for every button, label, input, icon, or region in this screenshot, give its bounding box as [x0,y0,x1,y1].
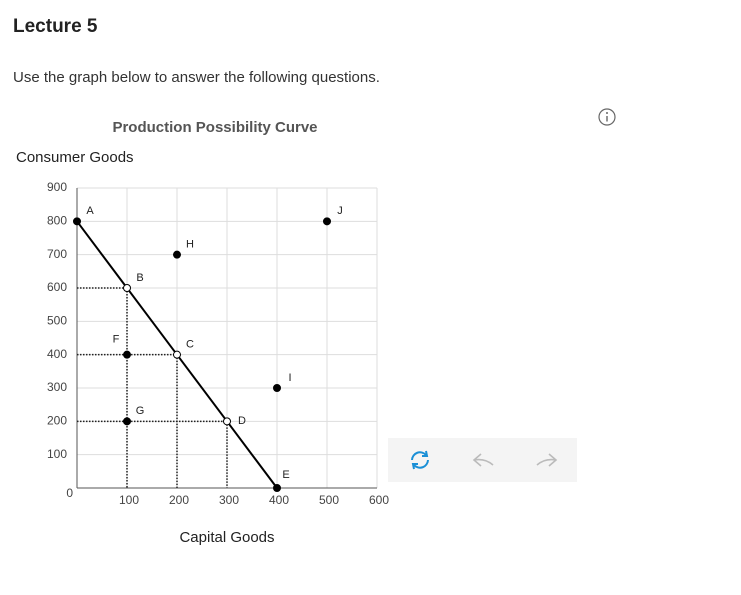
info-icon [598,108,616,126]
point [273,384,281,392]
info-button[interactable] [598,108,616,126]
y-tick-label: 200 [47,414,67,428]
point [73,217,81,226]
point-label: A [86,205,94,217]
y-tick-label: 900 [47,180,67,194]
point-label: D [238,415,246,427]
redo-button[interactable] [532,446,560,474]
toolbar [388,438,577,482]
point [123,284,131,292]
y-tick-label: 800 [47,214,67,228]
y-tick-label: 700 [47,247,67,261]
point [173,250,181,259]
x-tick-label: 500 [319,493,339,507]
point [223,417,231,426]
point-label: J [337,205,343,217]
point-label: H [186,239,194,251]
point-label: B [136,272,143,284]
point-label: G [136,405,145,417]
reset-button[interactable] [406,446,434,474]
undo-icon [472,453,494,467]
x-tick-label: 100 [119,493,139,507]
point [323,217,331,226]
y-axis-label: Consumer Goods [16,149,134,166]
reset-icon [411,450,429,470]
x-tick-label: 300 [219,493,239,507]
instruction: Use the graph below to answer the follow… [13,69,380,86]
y-tick-label: 100 [47,447,67,461]
y-tick-label: 300 [47,380,67,394]
y-tick-label: 500 [47,314,67,328]
lecture-title: Lecture 5 [13,16,98,37]
point [273,484,281,492]
x-tick-label: 400 [269,493,289,507]
point [173,350,181,359]
x-axis-label: Capital Goods [179,529,274,546]
x-tick-label: 600 [369,493,389,507]
y-tick-label: 0 [66,486,73,500]
point [123,417,131,426]
point-label: I [288,372,291,384]
redo-icon [536,453,558,467]
y-tick-label: 400 [47,347,67,361]
y-tick-label: 600 [47,280,67,294]
point [123,350,131,359]
point-label: E [282,469,289,481]
chart-title: Production Possibility Curve [112,119,317,136]
undo-button[interactable] [470,446,498,474]
point-label: C [186,339,194,351]
x-tick-label: 200 [169,493,189,507]
point-label: F [113,334,120,346]
